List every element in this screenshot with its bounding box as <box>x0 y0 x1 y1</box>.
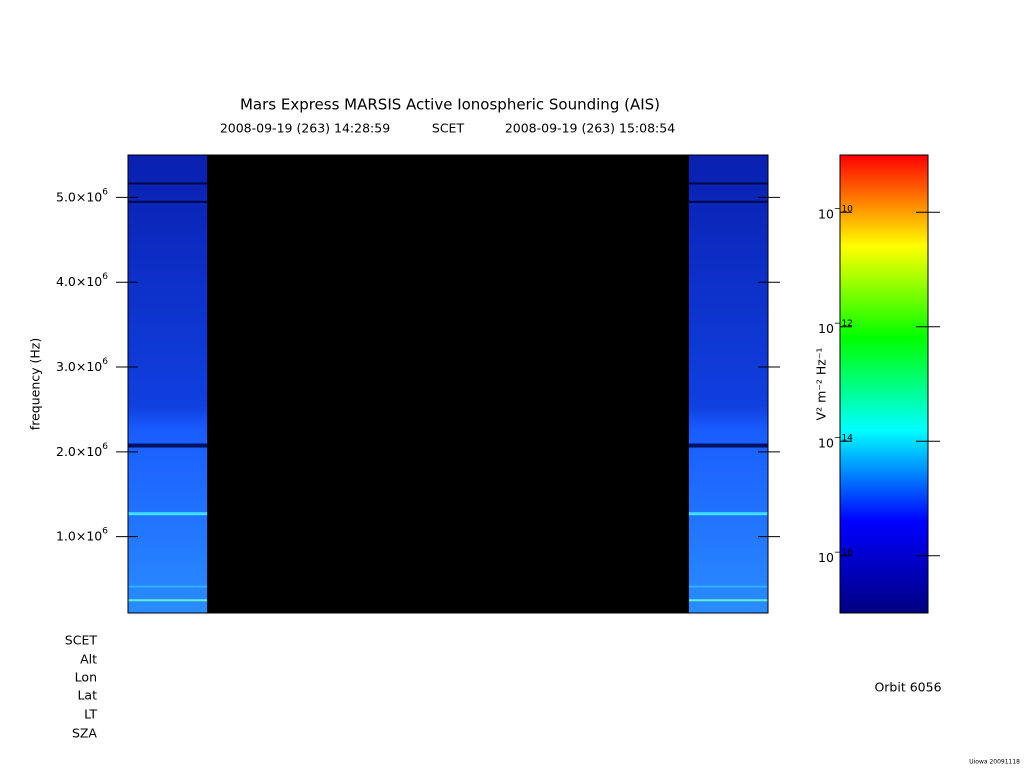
spectral-band <box>688 200 768 203</box>
y-tick-mantissa: 5.0×10 <box>56 189 102 204</box>
colorbar-label: V² m⁻² Hz⁻¹ <box>814 348 829 421</box>
colorbar-tick-label: 10−16 <box>818 547 853 564</box>
spectral-band <box>688 585 768 588</box>
colorbar-tick-base: 10 <box>818 549 834 564</box>
y-tick-label: 3.0×106 <box>56 357 108 374</box>
end-label: 2008-09-19 (263) 15:08:54 <box>505 121 675 136</box>
row-label: Lon <box>75 670 97 685</box>
y-tick-label: 5.0×106 <box>56 187 108 204</box>
spectral-band <box>128 443 208 448</box>
spectrogram-segment <box>688 155 768 613</box>
orbit-label: Orbit 6056 <box>874 680 941 695</box>
row-label: SCET <box>65 633 98 648</box>
colorbar-tick-label: 10−14 <box>818 433 853 450</box>
colorbar-tick-base: 10 <box>818 435 834 450</box>
y-tick-mantissa: 1.0×10 <box>56 528 102 543</box>
plot-area <box>128 155 768 613</box>
colorbar-tick-label: 10−10 <box>818 204 853 221</box>
y-axis-label: frequency (Hz) <box>28 338 43 430</box>
spectral-band <box>688 182 768 185</box>
y-tick-mantissa: 4.0×10 <box>56 274 102 289</box>
start-label: 2008-09-19 (263) 14:28:59 <box>220 121 390 136</box>
spectral-band <box>128 200 208 203</box>
spectrogram-segment <box>128 155 208 613</box>
row-label: Alt <box>80 652 97 667</box>
y-tick-exponent: 6 <box>102 441 108 451</box>
spectral-band <box>128 182 208 185</box>
colorbar-tick-label: 10−12 <box>818 318 853 335</box>
colorbar-tick-exponent: −16 <box>834 547 853 557</box>
colorbar <box>839 154 929 614</box>
colorbar-tick-exponent: −14 <box>834 433 853 443</box>
credit: Uiowa 20091118 <box>969 759 1020 766</box>
colorbar-tick-exponent: −10 <box>834 204 853 214</box>
y-tick-label: 4.0×106 <box>56 272 108 289</box>
y-tick-exponent: 6 <box>102 526 108 536</box>
y-tick-label: 1.0×106 <box>56 526 108 543</box>
spectral-band <box>688 443 768 448</box>
row-label: SZA <box>72 726 97 741</box>
y-tick-exponent: 6 <box>102 357 108 367</box>
y-tick-exponent: 6 <box>102 272 108 282</box>
colorbar-tick-exponent: −12 <box>834 318 853 328</box>
chart-title: Mars Express MARSIS Active Ionospheric S… <box>240 96 660 114</box>
spectral-band <box>128 512 208 516</box>
colorbar-tick-base: 10 <box>818 206 834 221</box>
row-label: Lat <box>77 688 97 703</box>
y-tick-mantissa: 2.0×10 <box>56 443 102 458</box>
y-tick-mantissa: 3.0×10 <box>56 359 102 374</box>
spectral-band <box>688 512 768 516</box>
spectral-band <box>128 599 208 602</box>
colorbar-tick-base: 10 <box>818 320 834 335</box>
y-tick-label: 2.0×106 <box>56 441 108 458</box>
y-tick-exponent: 6 <box>102 187 108 197</box>
time-system: SCET <box>432 121 465 136</box>
plot-frame <box>127 154 769 614</box>
row-label: LT <box>84 707 97 722</box>
spectral-band <box>688 599 768 602</box>
spectral-band <box>128 585 208 588</box>
